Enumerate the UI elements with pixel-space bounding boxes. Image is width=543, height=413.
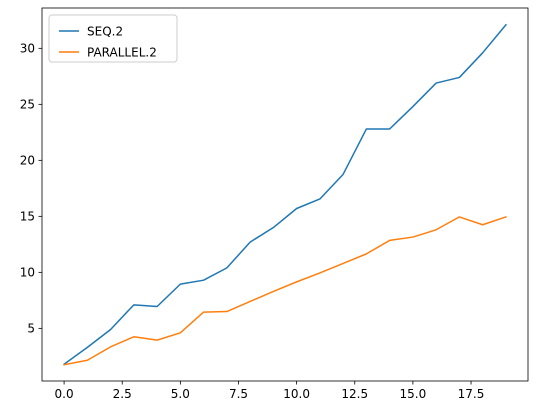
legend-label-2: PARALLEL.2	[87, 45, 157, 59]
y-tick-label: 25	[20, 98, 35, 112]
y-tick-label: 5	[27, 322, 35, 336]
y-tick-label: 15	[20, 210, 35, 224]
x-tick-label: 5.0	[171, 387, 190, 401]
y-tick-label: 30	[20, 42, 35, 56]
legend-frame	[48, 14, 178, 63]
legend-label-1: SEQ.2	[87, 24, 123, 38]
x-tick-label: 2.5	[113, 387, 132, 401]
x-tick-label: 7.5	[229, 387, 248, 401]
y-tick-label: 10	[20, 266, 35, 280]
plot-lines	[63, 23, 507, 366]
legend: SEQ.2 PARALLEL.2	[48, 14, 178, 63]
axes-frame	[41, 7, 529, 382]
x-tick-label: 17.5	[458, 387, 485, 401]
x-tick-label: 15.0	[400, 387, 427, 401]
x-tick-label: 10.0	[283, 387, 310, 401]
series-line-1	[63, 23, 507, 366]
x-axis: 0.0 2.5 5.0 7.5 10.0 12.5 15.0 17.5	[55, 381, 485, 401]
y-axis: 5 10 15 20 25 30	[20, 42, 42, 336]
x-tick-label: 12.5	[341, 387, 368, 401]
series-line-2	[63, 215, 507, 366]
x-tick-label: 0.0	[55, 387, 74, 401]
y-tick-label: 20	[20, 154, 35, 168]
